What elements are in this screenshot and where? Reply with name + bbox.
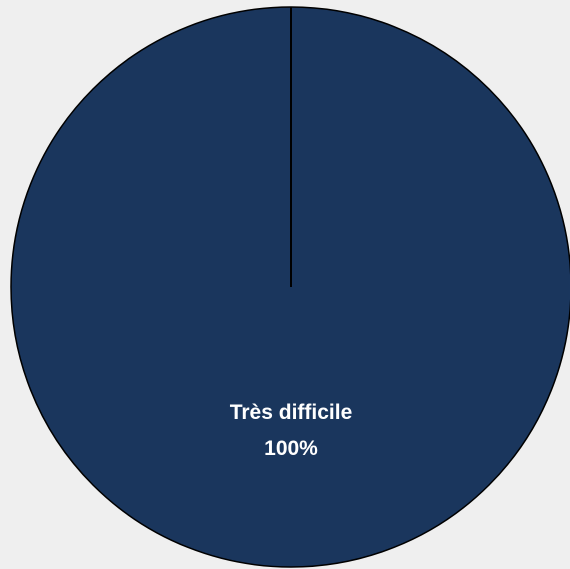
slice-category-label: Très difficile [230, 401, 353, 424]
slice-percent-label: 100% [264, 437, 318, 460]
